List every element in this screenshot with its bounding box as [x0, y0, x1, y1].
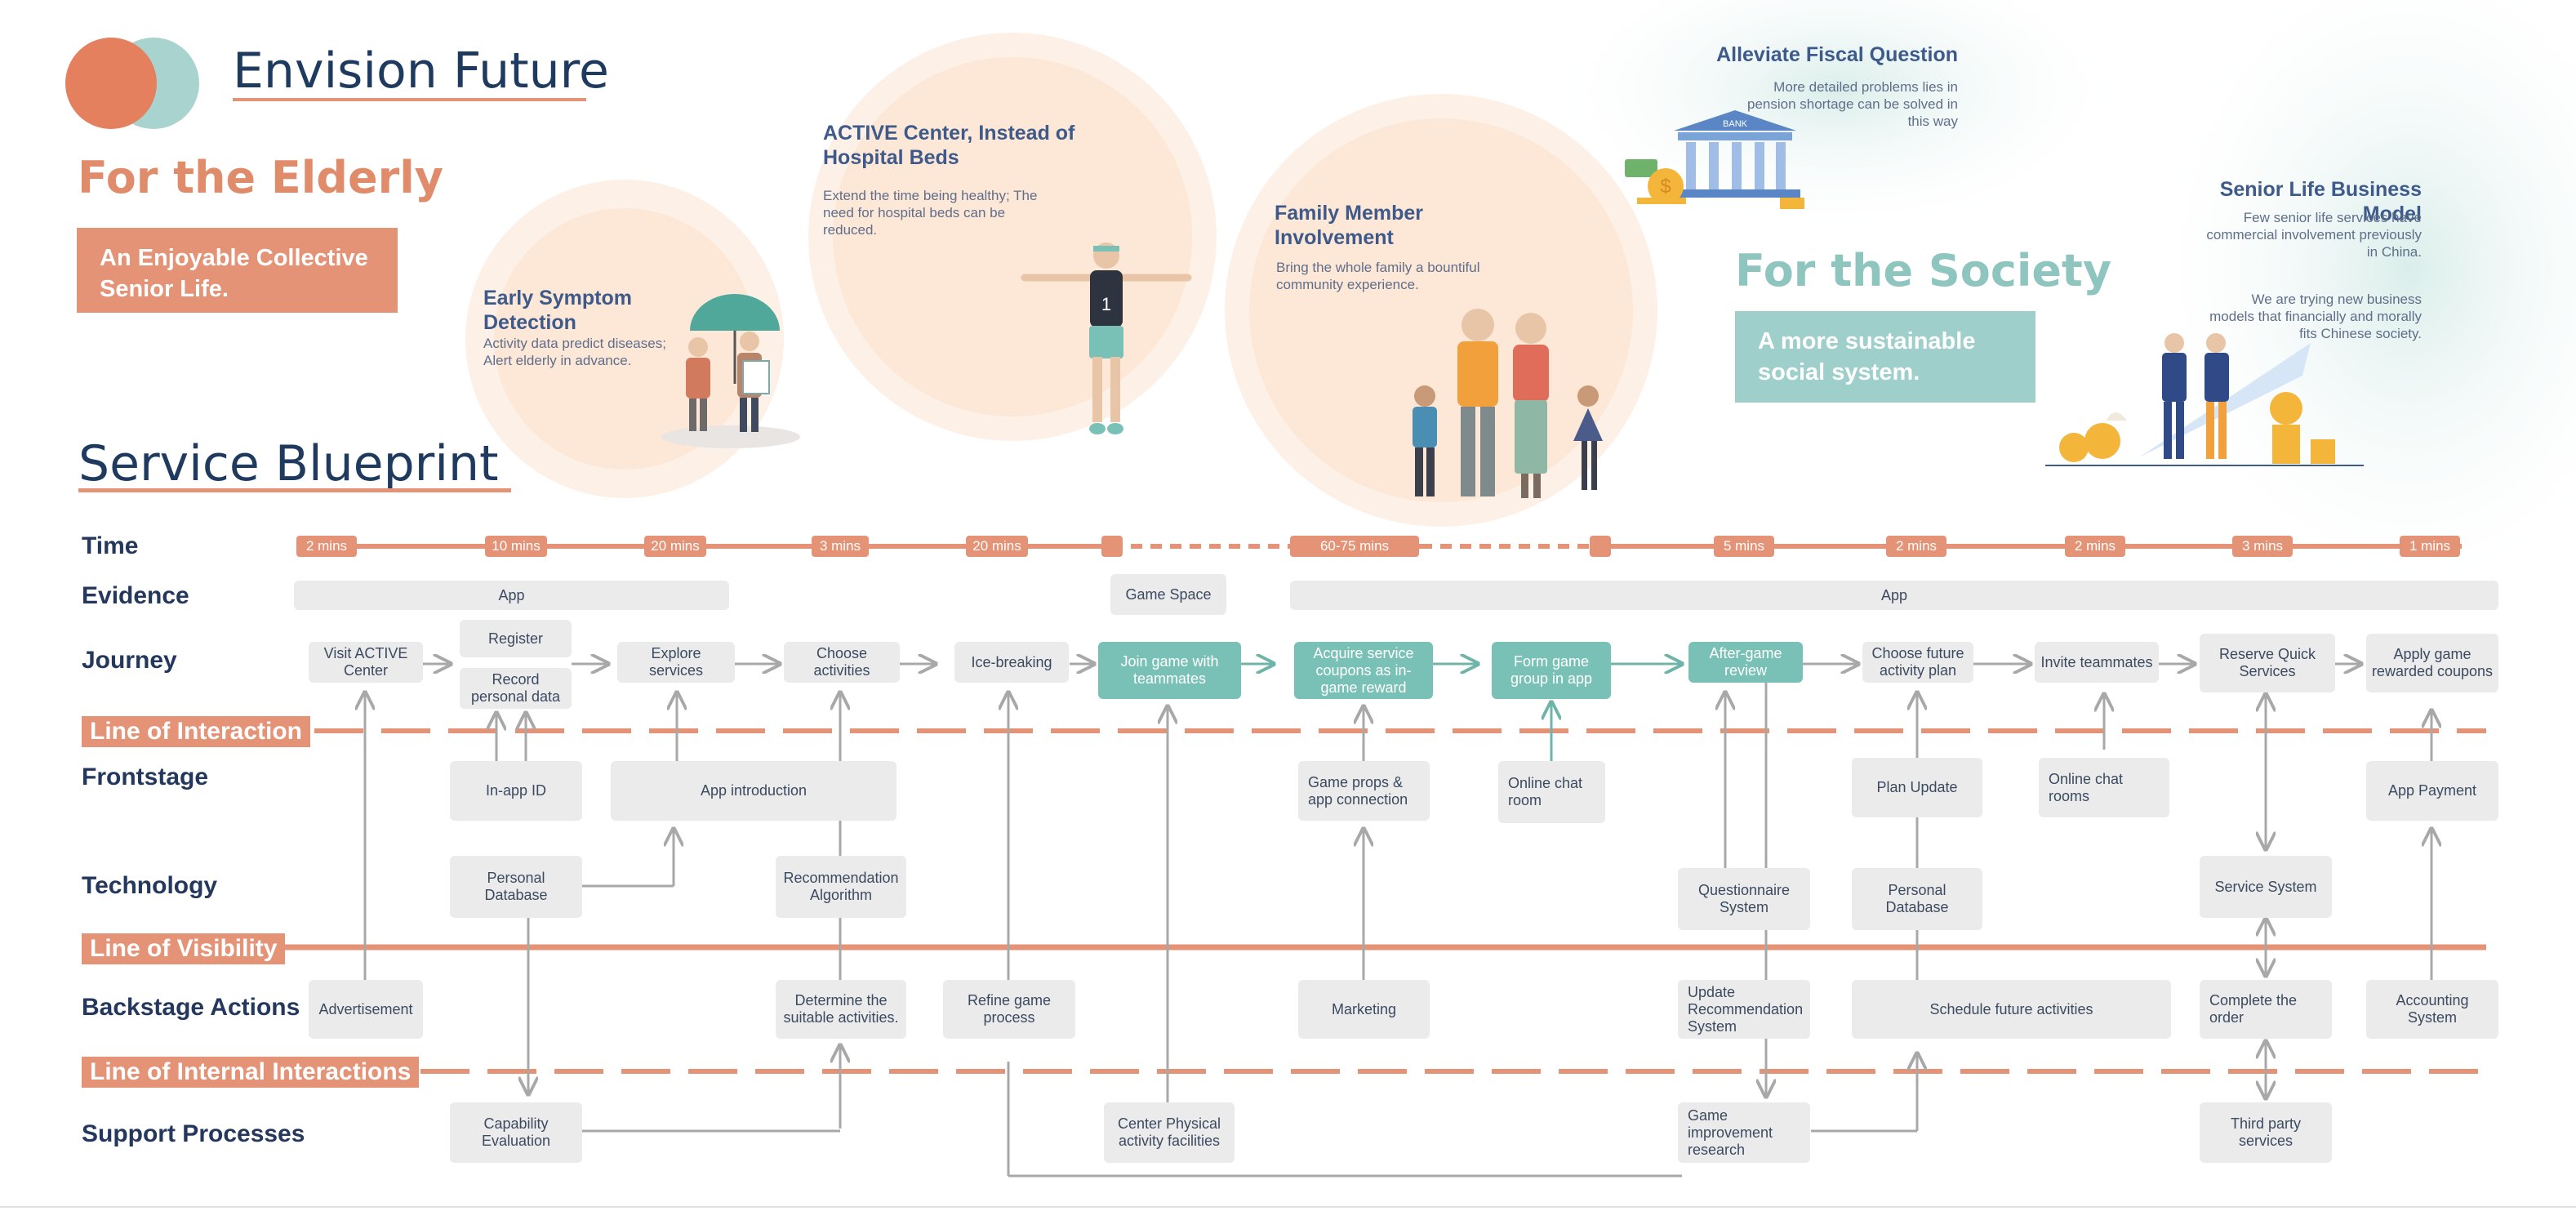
- time-pill: 10 mins: [485, 536, 547, 557]
- business-handshake-illustration: [2045, 333, 2364, 466]
- journey-step: Visit ACTIVE Center: [309, 642, 423, 683]
- business-text-2: We are trying new business models that f…: [2209, 292, 2422, 341]
- elderly-box: An Enjoyable Collective Senior Life.: [77, 228, 398, 313]
- line-label-internal: Line of Internal Interactions: [82, 1057, 420, 1088]
- journey-step: After-game review: [1688, 642, 1803, 683]
- row-label-backstage: Backstage Actions: [82, 994, 300, 1021]
- time-pill: 20 mins: [966, 536, 1028, 557]
- backstage-item: Schedule future activities: [1852, 980, 2171, 1039]
- family-text: Bring the whole family a bountiful commu…: [1276, 260, 1480, 292]
- frontstage-item: App Payment: [2366, 761, 2498, 821]
- bank-illustration: BANK $: [1625, 110, 1804, 209]
- backstage-item: Advertisement: [309, 980, 423, 1039]
- early-detection-text: Activity data predict diseases; Alert el…: [483, 336, 666, 368]
- time-pill: 2 mins: [1886, 536, 1946, 557]
- evidence-game-space: Game Space: [1110, 574, 1226, 615]
- frontstage-item: In-app ID: [450, 761, 582, 821]
- for-society-heading: For the Society: [1735, 245, 2112, 296]
- support-item: Center Physical activity facilities: [1104, 1102, 1235, 1163]
- journey-step: Register: [460, 620, 572, 657]
- fiscal-title: Alleviate Fiscal Question: [1716, 43, 1958, 66]
- blueprint-underline: [78, 488, 511, 492]
- journey-step: Apply game rewarded coupons: [2366, 634, 2498, 692]
- support-item: Capability Evaluation: [450, 1102, 582, 1163]
- row-label-technology: Technology: [82, 872, 218, 899]
- journey-step: Invite teammates: [2035, 642, 2159, 683]
- evidence-app: App: [1290, 581, 2498, 610]
- line-label-visibility: Line of Visibility: [82, 933, 286, 964]
- journey-step: Form game group in app: [1492, 642, 1611, 699]
- for-elderly-heading: For the Elderly: [78, 152, 443, 203]
- logo-circles: [65, 38, 199, 129]
- frontstage-item: Plan Update: [1852, 758, 1982, 817]
- frontstage-item: Online chat rooms: [2039, 758, 2169, 817]
- support-item: Game improvement research: [1678, 1102, 1810, 1163]
- jersey-number: 1: [1101, 294, 1111, 314]
- active-center-title: ACTIVE Center, Instead of Hospital Beds: [823, 122, 1075, 169]
- blueprint-title: Service Blueprint: [78, 435, 499, 492]
- society-box: A more sustainable social system.: [1735, 311, 2035, 403]
- early-detection-title: Early Symptom Detection: [483, 287, 633, 334]
- journey-step: Choose activities: [784, 642, 900, 683]
- journey-step: Acquire service coupons as in-game rewar…: [1294, 642, 1433, 699]
- athlete-illustration: 1: [1021, 243, 1192, 434]
- technology-item: Personal Database: [450, 856, 582, 918]
- evidence-app: App: [294, 581, 729, 610]
- bank-label: BANK: [1723, 119, 1748, 129]
- time-pill: 5 mins: [1714, 536, 1774, 557]
- row-label-time: Time: [82, 532, 139, 559]
- journey-step: Reserve Quick Services: [2200, 634, 2335, 692]
- row-label-frontstage: Frontstage: [82, 764, 209, 790]
- frontstage-item: App introduction: [611, 761, 896, 821]
- family-title: Family Member Involvement: [1275, 202, 1424, 249]
- time-pill: 2 mins: [296, 536, 357, 557]
- elderly-couple-illustration: [661, 294, 800, 448]
- row-label-evidence: Evidence: [82, 582, 189, 609]
- journey-step: Explore services: [617, 642, 735, 683]
- title-underline: [233, 98, 586, 101]
- journey-step: Record personal data: [460, 668, 572, 709]
- row-label-support: Support Processes: [82, 1120, 305, 1147]
- frontstage-item: Game props & app connection: [1298, 761, 1430, 821]
- journey-step: Ice-breaking: [954, 642, 1069, 683]
- backstage-item: Marketing: [1298, 980, 1430, 1039]
- line-label-interaction: Line of Interaction: [82, 716, 311, 747]
- time-pill: 1 mins: [2400, 536, 2460, 557]
- technology-item: Service System: [2200, 856, 2332, 918]
- time-pill: 2 mins: [2065, 536, 2125, 557]
- technology-item: Personal Database: [1852, 868, 1982, 930]
- family-illustration: [1413, 309, 1603, 498]
- business-title: Senior Life Business Model: [2219, 178, 2422, 225]
- backstage-item: Determine the suitable activities.: [776, 980, 906, 1039]
- backstage-item: Accounting System: [2366, 980, 2498, 1039]
- technology-item: Questionnaire System: [1678, 868, 1810, 930]
- business-text-1: Few senior life services have commercial…: [2206, 210, 2422, 260]
- fiscal-text: More detailed problems lies in pension s…: [1747, 79, 1959, 129]
- row-label-journey: Journey: [82, 647, 177, 674]
- backstage-item: Complete the order: [2200, 980, 2332, 1039]
- frontstage-item: Online chat room: [1498, 761, 1605, 823]
- backstage-item: Update Recommendation System: [1678, 980, 1810, 1039]
- support-item: Third party services: [2200, 1102, 2332, 1163]
- time-pill: 60-75 mins: [1290, 536, 1419, 557]
- journey-step: Join game with teammates: [1098, 642, 1241, 699]
- coin-dollar-icon: $: [1660, 176, 1671, 198]
- time-pill: 3 mins: [812, 536, 869, 557]
- backstage-item: Refine game process: [943, 980, 1075, 1039]
- time-pill: 20 mins: [644, 536, 706, 557]
- technology-item: Recommendation Algorithm: [776, 856, 906, 918]
- active-center-text: Extend the time being healthy; The need …: [823, 188, 1038, 238]
- page-title: Envision Future: [233, 42, 609, 100]
- journey-step: Choose future activity plan: [1862, 642, 1973, 683]
- time-pill: 3 mins: [2232, 536, 2293, 557]
